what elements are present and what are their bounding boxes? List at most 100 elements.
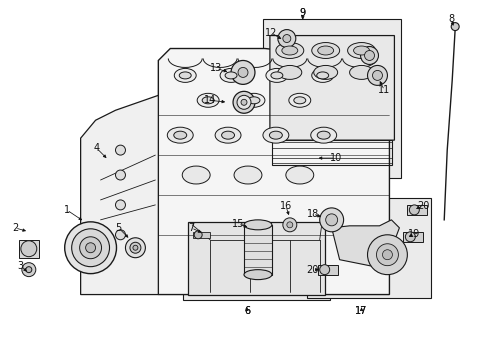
Bar (19, 240, 39, 258)
Text: 9: 9 (299, 8, 305, 18)
Ellipse shape (311, 42, 339, 58)
Ellipse shape (275, 42, 303, 58)
Ellipse shape (241, 99, 246, 105)
Text: 6: 6 (244, 306, 249, 316)
Ellipse shape (243, 93, 264, 107)
Ellipse shape (353, 46, 369, 55)
Ellipse shape (234, 166, 262, 184)
Circle shape (238, 67, 247, 77)
Ellipse shape (64, 222, 116, 274)
Ellipse shape (311, 68, 333, 82)
Circle shape (230, 60, 254, 84)
Ellipse shape (270, 72, 282, 79)
Text: 19: 19 (407, 229, 420, 239)
Bar (317, 265, 337, 275)
Text: 7: 7 (188, 223, 194, 233)
Ellipse shape (167, 127, 193, 143)
Circle shape (382, 250, 392, 260)
Ellipse shape (215, 127, 241, 143)
Circle shape (319, 208, 343, 232)
Ellipse shape (265, 68, 287, 82)
Ellipse shape (220, 68, 242, 82)
Ellipse shape (202, 97, 214, 104)
Ellipse shape (281, 46, 297, 55)
Ellipse shape (316, 72, 328, 79)
Circle shape (115, 230, 125, 240)
Bar (306, 198, 430, 298)
Text: 9: 9 (299, 8, 305, 18)
Ellipse shape (197, 93, 219, 107)
Ellipse shape (174, 68, 196, 82)
Ellipse shape (125, 238, 145, 258)
Circle shape (450, 23, 458, 31)
Ellipse shape (72, 229, 109, 267)
Text: 20: 20 (416, 201, 428, 211)
Text: 17: 17 (355, 306, 367, 316)
Ellipse shape (80, 237, 102, 259)
Ellipse shape (244, 270, 271, 280)
Ellipse shape (277, 66, 301, 80)
Circle shape (367, 66, 386, 85)
Circle shape (325, 214, 337, 226)
Ellipse shape (233, 91, 254, 113)
Text: 1: 1 (63, 205, 70, 215)
Circle shape (22, 263, 36, 276)
Circle shape (319, 265, 329, 275)
Text: 11: 11 (378, 85, 390, 95)
Ellipse shape (288, 93, 310, 107)
Ellipse shape (313, 66, 337, 80)
Ellipse shape (179, 72, 191, 79)
Ellipse shape (349, 66, 373, 80)
Ellipse shape (285, 166, 313, 184)
Circle shape (282, 218, 296, 232)
Ellipse shape (237, 95, 250, 109)
Circle shape (376, 244, 398, 266)
Circle shape (282, 35, 290, 42)
Text: 8: 8 (447, 14, 453, 24)
Text: 4: 4 (93, 143, 100, 153)
Bar (244, 225, 271, 275)
Circle shape (405, 232, 414, 242)
Polygon shape (269, 36, 394, 140)
Bar (407, 205, 427, 215)
Ellipse shape (244, 220, 271, 230)
Bar (403, 232, 423, 242)
Ellipse shape (173, 131, 186, 139)
Circle shape (115, 170, 125, 180)
Circle shape (286, 222, 292, 228)
Text: 2: 2 (12, 223, 18, 233)
Ellipse shape (247, 97, 260, 104)
Text: 12: 12 (264, 28, 277, 37)
Circle shape (115, 200, 125, 210)
Text: 14: 14 (203, 95, 216, 105)
Text: 3: 3 (18, 261, 24, 271)
Ellipse shape (85, 243, 95, 253)
Polygon shape (331, 220, 399, 268)
Ellipse shape (360, 46, 378, 64)
Ellipse shape (269, 131, 282, 139)
Circle shape (408, 205, 419, 215)
Polygon shape (81, 95, 158, 294)
Ellipse shape (317, 131, 329, 139)
Ellipse shape (263, 127, 288, 143)
Text: 6: 6 (244, 306, 249, 316)
Polygon shape (158, 49, 388, 294)
Ellipse shape (310, 127, 336, 143)
Circle shape (372, 71, 382, 80)
Circle shape (277, 30, 295, 48)
Text: 5: 5 (115, 223, 122, 233)
Circle shape (194, 231, 202, 239)
Ellipse shape (133, 245, 138, 250)
Text: 13: 13 (209, 63, 222, 73)
Circle shape (26, 267, 32, 273)
Ellipse shape (221, 131, 234, 139)
Text: 16: 16 (279, 201, 291, 211)
Text: 10: 10 (329, 153, 341, 163)
Ellipse shape (130, 242, 141, 253)
Circle shape (367, 235, 407, 275)
Ellipse shape (182, 166, 210, 184)
Ellipse shape (293, 97, 305, 104)
Ellipse shape (347, 42, 375, 58)
Bar (183, 218, 329, 300)
Bar (263, 19, 401, 178)
